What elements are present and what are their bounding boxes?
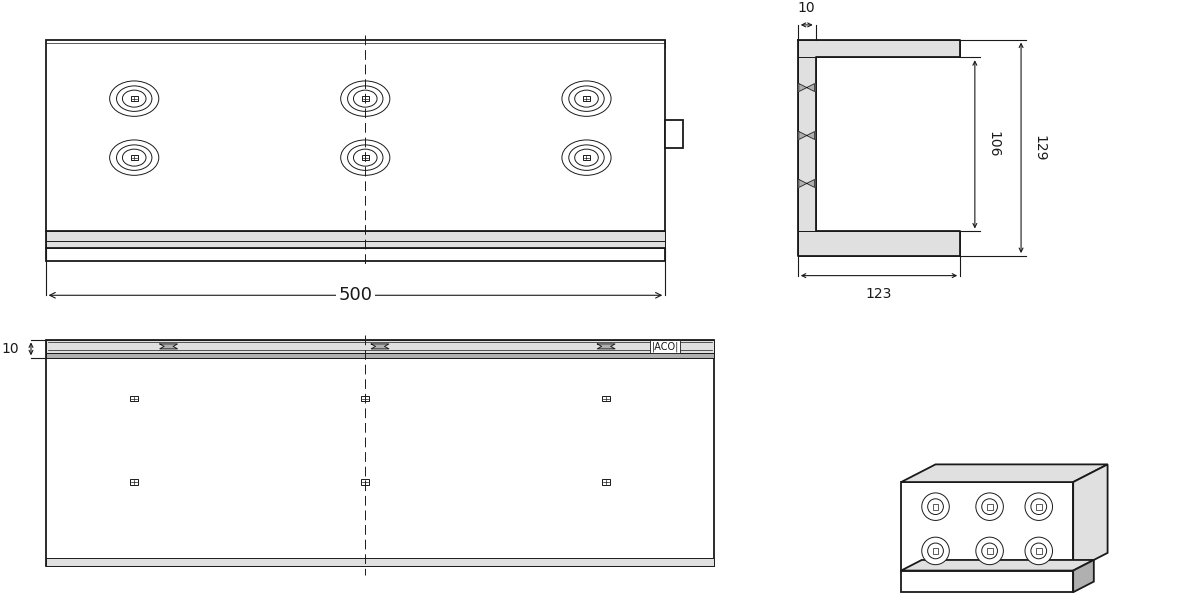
Circle shape <box>928 543 943 559</box>
Bar <box>46 231 665 248</box>
Circle shape <box>976 493 1003 521</box>
Bar <box>798 40 960 57</box>
Bar <box>665 120 683 148</box>
Bar <box>131 396 138 402</box>
Bar <box>932 548 938 554</box>
Text: |ACO|: |ACO| <box>652 341 679 352</box>
Text: 123: 123 <box>866 288 892 301</box>
Circle shape <box>976 537 1003 565</box>
Bar <box>46 40 665 261</box>
Circle shape <box>928 499 943 515</box>
Circle shape <box>922 537 949 565</box>
Polygon shape <box>160 344 178 349</box>
Bar <box>1036 504 1042 510</box>
Bar <box>602 479 610 485</box>
Polygon shape <box>901 482 1073 571</box>
Circle shape <box>1031 499 1046 515</box>
Polygon shape <box>799 179 815 187</box>
Bar <box>46 40 665 48</box>
Text: 106: 106 <box>986 131 1001 158</box>
Bar <box>583 96 590 101</box>
Polygon shape <box>799 132 815 140</box>
Circle shape <box>922 493 949 521</box>
Circle shape <box>1025 493 1052 521</box>
Bar <box>583 155 590 160</box>
Bar <box>986 504 992 510</box>
Bar <box>362 155 368 160</box>
Circle shape <box>982 543 997 559</box>
Text: 10: 10 <box>798 1 816 15</box>
Bar <box>131 96 138 101</box>
Bar <box>362 96 368 101</box>
Polygon shape <box>371 344 389 349</box>
Bar <box>46 339 714 353</box>
Polygon shape <box>598 344 616 349</box>
Bar <box>361 396 370 402</box>
Bar <box>602 396 610 402</box>
Bar <box>1036 548 1042 554</box>
Bar <box>131 155 138 160</box>
Text: 10: 10 <box>1 342 19 356</box>
Bar <box>46 557 714 566</box>
Bar <box>932 504 938 510</box>
Polygon shape <box>901 560 1094 571</box>
Bar <box>986 548 992 554</box>
Circle shape <box>1031 543 1046 559</box>
Polygon shape <box>799 83 815 92</box>
Polygon shape <box>1073 560 1094 592</box>
Bar <box>798 40 816 231</box>
Bar <box>798 231 960 256</box>
Text: 129: 129 <box>1033 135 1046 161</box>
Bar <box>361 479 370 485</box>
Polygon shape <box>1073 464 1108 571</box>
Bar <box>131 479 138 485</box>
Bar <box>46 339 714 566</box>
Polygon shape <box>901 464 1108 482</box>
Circle shape <box>982 499 997 515</box>
Polygon shape <box>901 571 1073 592</box>
Bar <box>46 353 714 358</box>
Circle shape <box>1025 537 1052 565</box>
Text: 500: 500 <box>338 286 372 304</box>
